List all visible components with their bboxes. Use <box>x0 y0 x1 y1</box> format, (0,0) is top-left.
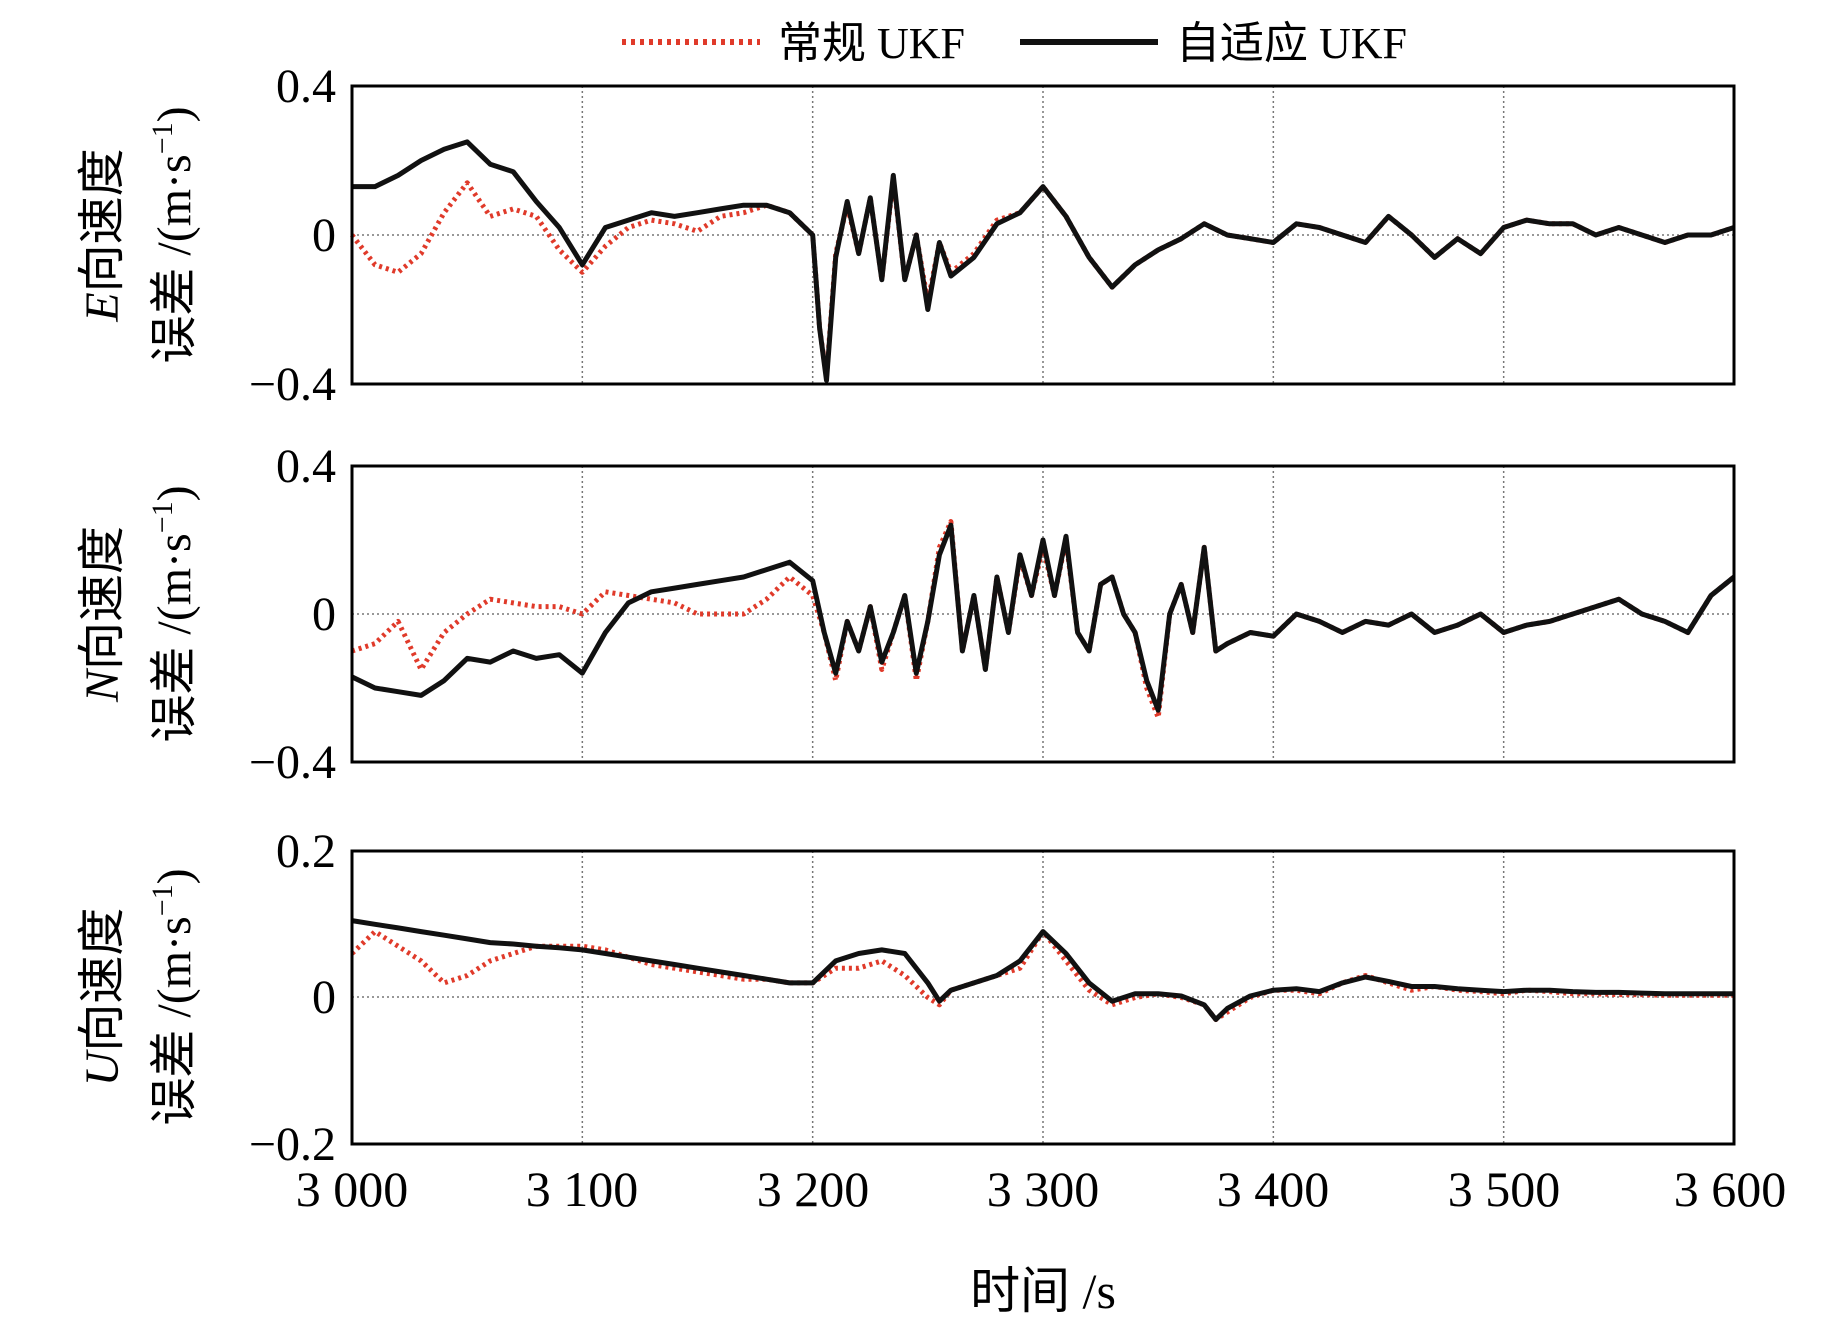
panel-u-frame <box>350 849 1736 1146</box>
panel-n-ytick-top: 0.4 <box>276 440 336 493</box>
panel-u-series-adaptive-ukf <box>351 918 1734 1022</box>
panel-e-ylabel-close: ) <box>148 106 201 122</box>
panel-u-ylabel-exp: −1 <box>146 884 179 916</box>
svg-text:U向速度: U向速度 <box>76 908 129 1087</box>
panel-e: 0.4 0 −0.4 E向速度 误差 /(m·s−1) <box>76 60 1736 411</box>
panel-n-series-adaptive-ukf <box>350 522 1736 713</box>
panel-n-ylabel-exp: −1 <box>146 501 179 533</box>
panel-u-ylabel-text: 向速度 <box>76 908 129 1052</box>
legend-label-adaptive-ukf: 自适应 UKF <box>1176 19 1407 68</box>
panel-e-ylabel-text: 向速度 <box>76 148 129 292</box>
panel-u-ytick-mid: 0 <box>312 971 336 1024</box>
panel-n-grid <box>581 466 1505 762</box>
panel-n-ylabel-text: 向速度 <box>76 526 129 670</box>
x-tick-label: 3 400 <box>1217 1161 1330 1217</box>
x-tick-label: 3 200 <box>757 1161 870 1217</box>
panel-e-ytick-mid: 0 <box>312 209 336 262</box>
panel-e-ylabel-var: E <box>76 292 129 322</box>
x-tick-label: 3 300 <box>987 1161 1100 1217</box>
panel-n-ylabel-close: ) <box>148 485 201 501</box>
panel-u-ylabel-var: U <box>76 1048 129 1086</box>
panel-e-ytick-top: 0.4 <box>276 60 336 113</box>
svg-text:误差 /(m·s−1): 误差 /(m·s−1) <box>146 106 201 363</box>
panel-n-ylabel-var: N <box>76 667 129 703</box>
panel-e-ylabel-line2: 误差 /(m·s <box>148 154 201 363</box>
panel-n-ylabel-line2: 误差 /(m·s <box>148 533 201 742</box>
x-tick-label: 3 500 <box>1448 1161 1561 1217</box>
svg-text:N向速度: N向速度 <box>76 526 129 703</box>
panel-u-ytick-bottom: −0.2 <box>249 1118 336 1171</box>
x-tick-labels: 3 000 3 100 3 200 3 300 3 400 3 500 3 60… <box>296 1161 1787 1217</box>
legend-label-conventional-ukf: 常规 UKF <box>778 19 965 68</box>
legend: 常规 UKF 自适应 UKF <box>622 19 1407 68</box>
panel-n: 0.4 0 −0.4 N向速度 误差 /(m·s−1) <box>76 440 1736 789</box>
panel-u: 0.2 0 −0.2 U向速度 误差 /(m·s−1) <box>76 825 1736 1171</box>
panel-e-ylabel: E向速度 误差 /(m·s−1) <box>76 106 201 363</box>
panel-n-series <box>350 519 1736 721</box>
panel-e-series <box>350 139 1735 383</box>
x-tick-label: 3 600 <box>1674 1161 1787 1217</box>
panel-u-ylabel: U向速度 误差 /(m·s−1) <box>76 868 201 1125</box>
panel-u-ylabel-close: ) <box>148 868 201 884</box>
panel-e-ylabel-exp: −1 <box>146 122 179 154</box>
panel-n-ylabel: N向速度 误差 /(m·s−1) <box>76 485 201 742</box>
panel-n-ytick-bottom: −0.4 <box>249 736 336 789</box>
panel-n-frame <box>350 464 1736 764</box>
svg-text:E向速度: E向速度 <box>76 148 129 322</box>
panel-u-series <box>350 918 1734 1022</box>
panel-u-ytick-top: 0.2 <box>276 825 336 878</box>
svg-text:误差 /(m·s−1): 误差 /(m·s−1) <box>146 485 201 742</box>
x-tick-label: 3 100 <box>526 1161 639 1217</box>
svg-text:误差 /(m·s−1): 误差 /(m·s−1) <box>146 868 201 1125</box>
x-axis-label: 时间 /s <box>970 1263 1116 1319</box>
panel-e-series-adaptive-ukf <box>352 139 1735 383</box>
panel-u-ylabel-line2: 误差 /(m·s <box>148 916 201 1125</box>
panel-n-ytick-mid: 0 <box>312 588 336 641</box>
panel-e-ytick-bottom: −0.4 <box>249 358 336 411</box>
x-tick-label: 3 000 <box>296 1161 409 1217</box>
panel-e-frame <box>350 84 1736 386</box>
